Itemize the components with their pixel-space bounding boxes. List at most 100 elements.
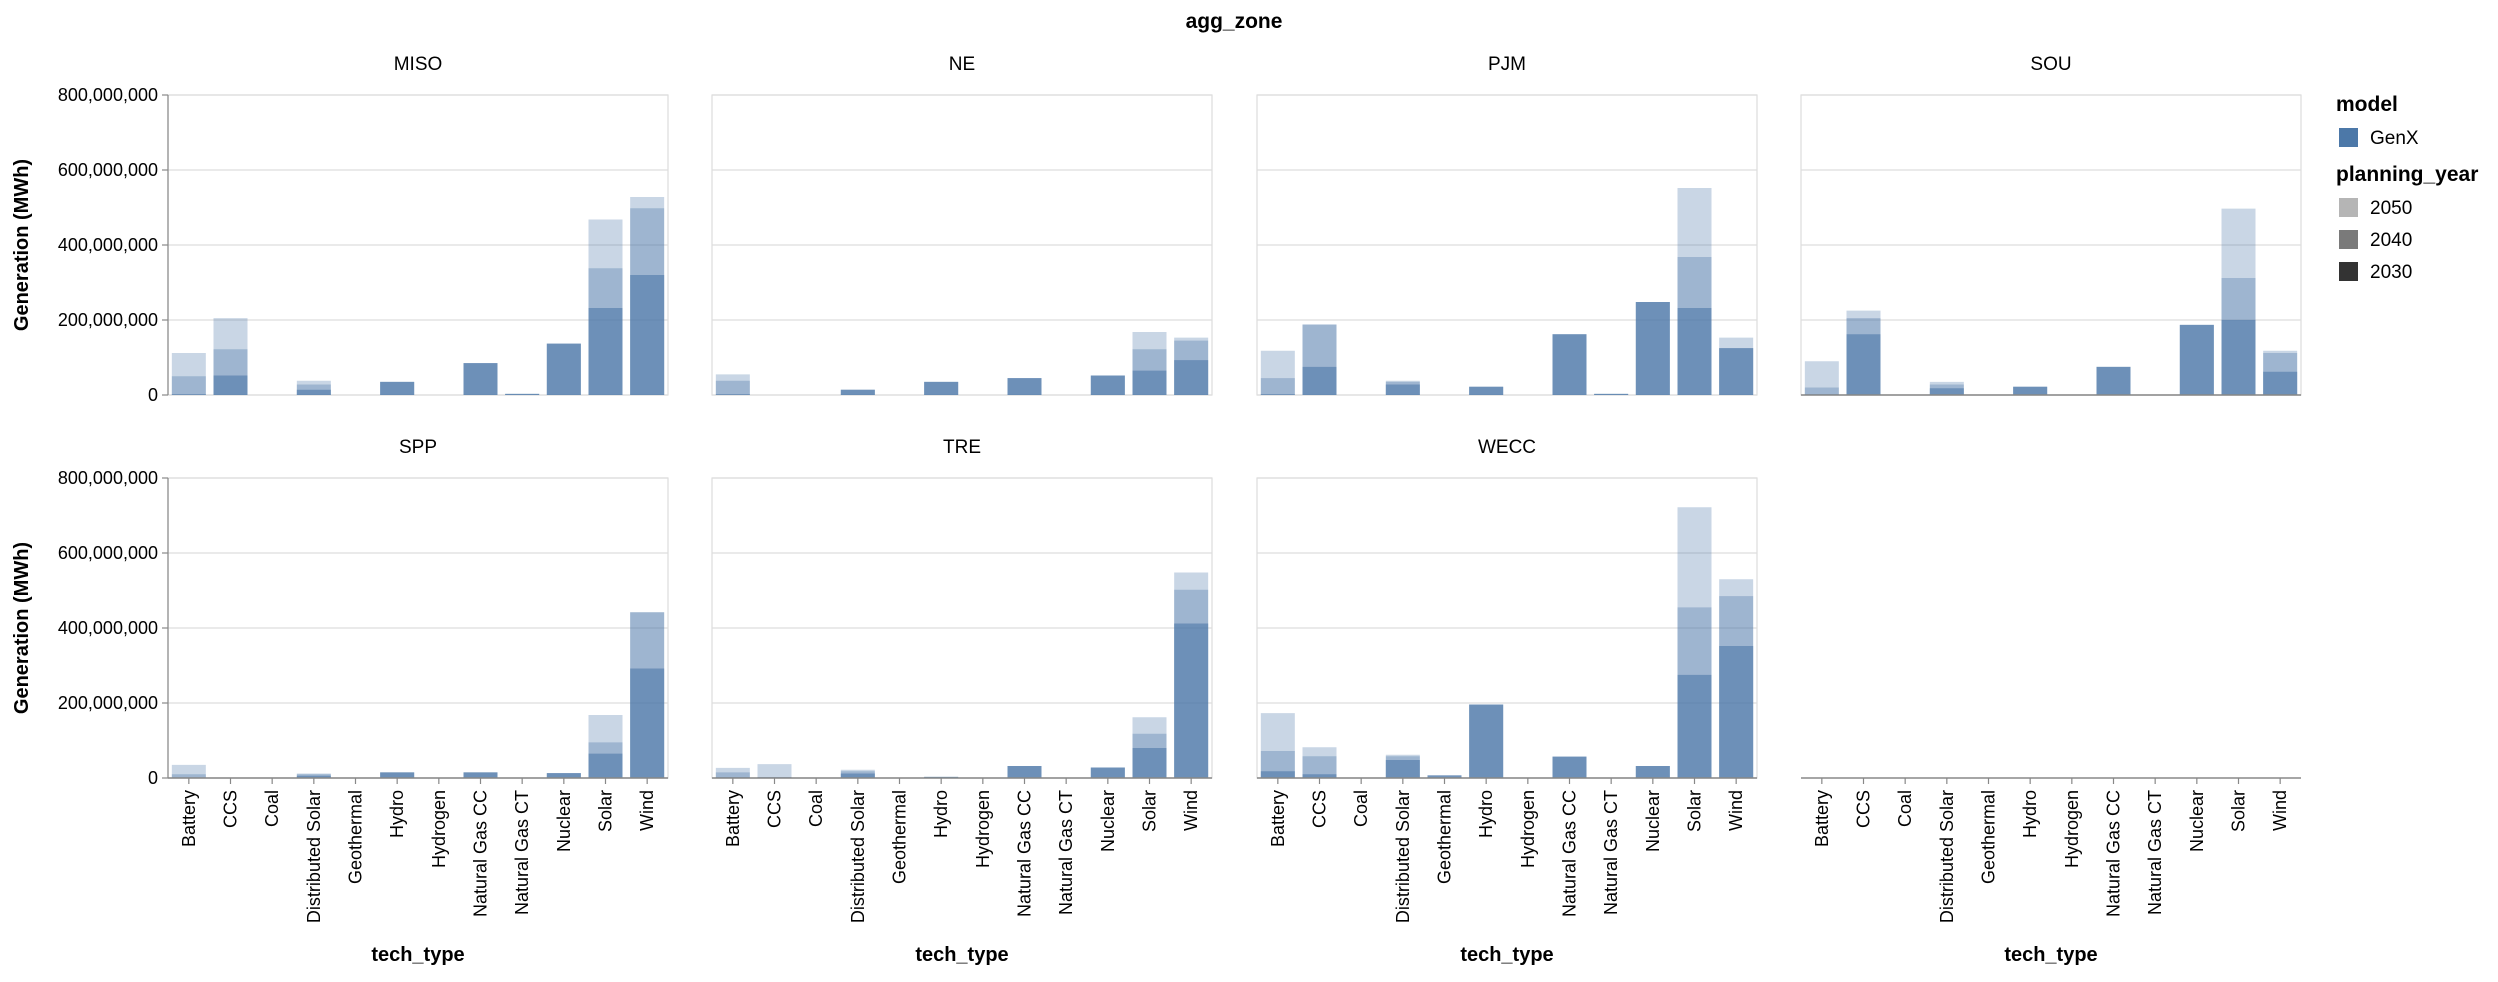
legend-swatch-year-2040 <box>2339 230 2358 249</box>
bar-tre-natural-gas-cc-2030 <box>1007 766 1042 778</box>
x-tick-label-tre-solar: Solar <box>1140 790 1160 832</box>
legend-year-title: planning_year <box>2336 163 2478 186</box>
facet-title-sou: SOU <box>2030 54 2071 75</box>
y-tick-label-miso-2: 400,000,000 <box>58 235 158 255</box>
bar-ne-nuclear-2030 <box>1090 375 1125 395</box>
legend-label-year-2040: 2040 <box>2370 230 2412 251</box>
facet-title-tre: TRE <box>943 437 981 458</box>
x-tick-label-empty-nuclear: Nuclear <box>2187 790 2207 852</box>
bar-pjm-natural-gas-ct-2030 <box>1594 393 1629 395</box>
bar-tre-wind-2030 <box>1174 623 1209 778</box>
bar-spp-battery-2040 <box>171 774 206 778</box>
x-tick-label-tre-hydro: Hydro <box>931 790 951 838</box>
facet-miso: MISO 0 200,000,000 400,000,000 600,000,000 80… <box>11 54 669 405</box>
bar-sou-hydro-2030 <box>2013 386 2048 395</box>
legend-label-year-2050: 2050 <box>2370 198 2412 219</box>
x-tick-label-spp-hydrogen: Hydrogen <box>429 790 449 868</box>
x-tick-label-wecc-coal: Coal <box>1351 790 1371 827</box>
y-axis-label-miso: Generation (MWh) <box>11 159 33 331</box>
bar-miso-natural-gas-ct-2030 <box>505 393 540 395</box>
facet-spp: SPP 0 200,000,000 400,000,000 600,000,000 800… <box>11 437 669 966</box>
bar-sou-ccs-2030 <box>1846 334 1881 395</box>
bar-miso-battery-2050 <box>171 353 206 395</box>
bar-wecc-natural-gas-cc-2030 <box>1552 756 1587 778</box>
facet-wecc: WECC Battery CCS Coal Distributed Solar Geoth… <box>1256 437 1758 966</box>
x-axis-label-empty: tech_type <box>2004 944 2097 966</box>
x-tick-label-wecc-ccs: CCS <box>1310 790 1330 828</box>
bar-pjm-solar-2030 <box>1677 308 1712 395</box>
bar-miso-battery-2040 <box>171 376 206 395</box>
bar-pjm-battery-2030 <box>1260 394 1295 395</box>
bar-sou-solar-2030 <box>2221 320 2256 395</box>
y-tick-label-spp-4: 800,000,000 <box>58 468 158 488</box>
legend: model GenX planning_year 2050 2040 2030 <box>2336 93 2478 283</box>
bar-spp-nuclear-2030 <box>546 773 581 778</box>
legend-model-title: model <box>2336 93 2398 116</box>
facet-title-spp: SPP <box>399 437 437 458</box>
x-tick-label-tre-natural-gas-cc: Natural Gas CC <box>1015 790 1035 917</box>
bar-ne-battery-2030 <box>715 394 750 395</box>
bar-pjm-hydro-2030 <box>1469 386 1504 395</box>
facet-ne: NE <box>711 54 1213 396</box>
x-tick-label-tre-battery: Battery <box>723 790 743 847</box>
x-tick-label-spp-hydro: Hydro <box>387 790 407 838</box>
bar-wecc-distributed-solar-2030 <box>1385 760 1420 778</box>
x-tick-label-wecc-geothermal: Geothermal <box>1435 790 1455 884</box>
legend-swatch-year-2050 <box>2339 198 2358 217</box>
legend-label-genx: GenX <box>2370 128 2419 149</box>
x-tick-label-spp-natural-gas-cc: Natural Gas CC <box>471 790 491 917</box>
x-axis-label-wecc: tech_type <box>1460 944 1553 966</box>
bar-pjm-nuclear-2030 <box>1635 302 1670 395</box>
x-tick-label-spp-coal: Coal <box>262 790 282 827</box>
x-tick-label-wecc-wind: Wind <box>1726 790 1746 831</box>
bar-ne-solar-2030 <box>1132 370 1167 395</box>
facet-grid: MISO 0 200,000,000 400,000,000 600,000,000 80… <box>11 54 2302 966</box>
bar-ne-hydro-2030 <box>924 381 959 395</box>
bar-spp-hydro-2030 <box>380 772 415 778</box>
bar-wecc-ccs-2040 <box>1302 756 1337 778</box>
bar-miso-ccs-2030 <box>213 375 248 395</box>
bar-sou-battery-2040 <box>1804 387 1839 395</box>
y-tick-label-miso-3: 600,000,000 <box>58 160 158 180</box>
bar-pjm-natural-gas-cc-2030 <box>1552 334 1587 395</box>
x-tick-label-wecc-hydrogen: Hydrogen <box>1518 790 1538 868</box>
x-tick-label-spp-battery: Battery <box>179 790 199 847</box>
bar-tre-distributed-solar-2030 <box>840 773 875 778</box>
x-tick-label-wecc-hydro: Hydro <box>1476 790 1496 838</box>
facet-title-pjm: PJM <box>1488 54 1526 75</box>
facet-title-wecc: WECC <box>1478 437 1536 458</box>
bar-miso-battery-2030 <box>171 394 206 395</box>
bar-wecc-ccs-2050 <box>1302 747 1337 778</box>
bar-wecc-battery-2030 <box>1260 771 1295 778</box>
y-tick-label-spp-3: 600,000,000 <box>58 543 158 563</box>
x-tick-label-wecc-natural-gas-cc: Natural Gas CC <box>1560 790 1580 917</box>
bar-tre-nuclear-2030 <box>1090 767 1125 778</box>
x-tick-label-spp-nuclear: Nuclear <box>554 790 574 852</box>
y-tick-label-miso-0: 0 <box>148 385 158 405</box>
x-tick-label-empty-distributed-solar: Distributed Solar <box>1937 790 1957 923</box>
y-axis-label-spp: Generation (MWh) <box>11 542 33 714</box>
legend-swatch-year-2030 <box>2339 262 2358 281</box>
x-tick-label-wecc-battery: Battery <box>1268 790 1288 847</box>
x-axis-label-tre: tech_type <box>915 944 1008 966</box>
bar-pjm-ccs-2030 <box>1302 366 1337 395</box>
bar-spp-natural-gas-cc-2030 <box>463 772 498 778</box>
x-tick-label-wecc-nuclear: Nuclear <box>1643 790 1663 852</box>
bar-miso-wind-2030 <box>630 275 665 395</box>
x-tick-label-wecc-natural-gas-ct: Natural Gas CT <box>1601 790 1621 915</box>
x-tick-label-spp-ccs: CCS <box>221 790 241 828</box>
y-tick-label-miso-1: 200,000,000 <box>58 310 158 330</box>
x-tick-label-spp-geothermal: Geothermal <box>346 790 366 884</box>
bar-wecc-solar-2030 <box>1677 674 1712 778</box>
bar-wecc-wind-2030 <box>1719 646 1754 778</box>
legend-swatch-genx <box>2339 128 2358 147</box>
bar-sou-battery-2050 <box>1804 361 1839 395</box>
bar-wecc-hydro-2030 <box>1469 704 1504 778</box>
bar-miso-solar-2030 <box>588 308 623 395</box>
x-tick-label-tre-ccs: CCS <box>765 790 785 828</box>
x-tick-label-spp-wind: Wind <box>637 790 657 831</box>
x-tick-label-empty-wind: Wind <box>2270 790 2290 831</box>
bar-tre-battery-2050 <box>715 767 750 778</box>
bar-wecc-nuclear-2030 <box>1635 766 1670 778</box>
x-tick-label-empty-coal: Coal <box>1895 790 1915 827</box>
